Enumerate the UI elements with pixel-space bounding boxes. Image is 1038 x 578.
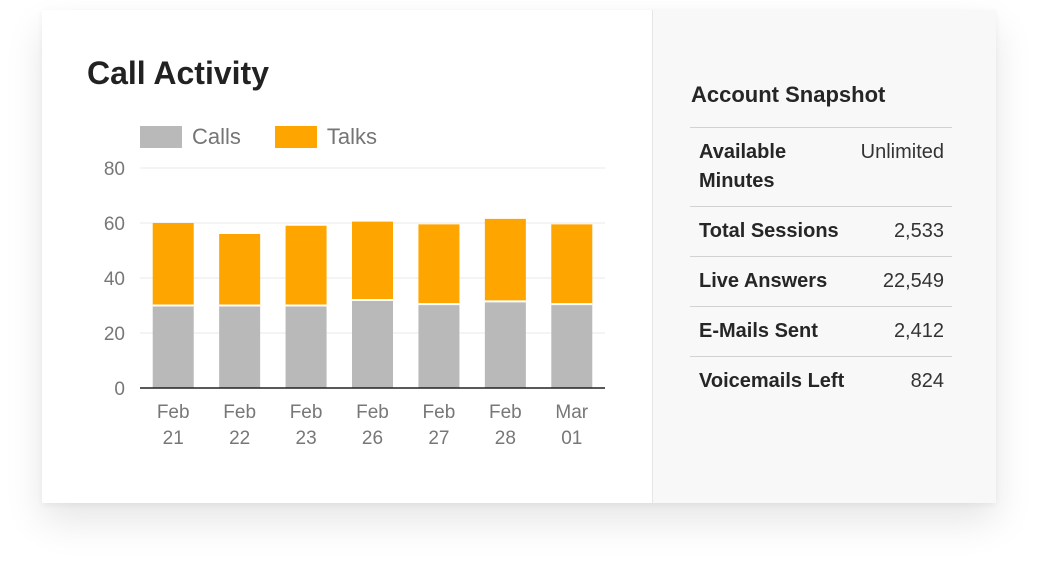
dashboard-card: Call Activity Calls Talks 0 20 40 60 80 Feb 21…	[42, 10, 996, 503]
snapshot-value: 2,533	[893, 220, 944, 242]
snapshot-label: E-Mails Sent	[699, 320, 818, 342]
bar-talks	[219, 234, 261, 306]
snapshot-row: Total Sessions 2,533	[690, 207, 952, 257]
account-snapshot-panel: Account Snapshot Available Minutes Unlimi…	[652, 10, 996, 503]
snapshot-label: Total Sessions	[699, 220, 839, 242]
legend-label-calls: Calls	[192, 124, 241, 149]
snapshot-label: Voicemails Left	[699, 370, 845, 392]
chart-legend: Calls Talks	[140, 124, 411, 150]
snapshot-value: 2,412	[893, 320, 944, 342]
bar-talks	[352, 221, 393, 300]
legend-item-calls[interactable]: Calls	[140, 124, 241, 150]
snapshot-table: Available Minutes Unlimited Total Sessions…	[690, 127, 952, 406]
x-tick-label: Feb 26	[356, 402, 389, 449]
bar-talks	[418, 224, 460, 305]
x-tick-label: Feb 23	[290, 402, 323, 449]
x-tick-label: Mar 01	[555, 402, 588, 449]
y-tick-label: 0	[114, 379, 125, 400]
legend-label-talks: Talks	[326, 124, 378, 149]
x-tick-label: Feb 21	[157, 402, 190, 449]
bar-talks	[285, 225, 327, 306]
legend-item-talks[interactable]: Talks	[274, 124, 378, 150]
bar-calls	[152, 305, 194, 388]
snapshot-value: 824	[910, 370, 944, 392]
snapshot-label: Available Minutes	[699, 141, 787, 192]
bar-calls	[219, 305, 261, 388]
snapshot-row: Live Answers 22,549	[690, 257, 952, 307]
chart-title: Call Activity	[87, 55, 269, 91]
snapshot-title: Account Snapshot	[691, 82, 886, 107]
snapshot-value: Unlimited	[860, 141, 944, 163]
y-tick-label: 40	[104, 269, 125, 290]
bar-talks	[152, 223, 194, 306]
stacked-bar-chart: 0 20 40 60 80 Feb 21 Feb 22 Feb 23 Feb 26 Feb 27 Feb 28 M…	[104, 159, 605, 449]
snapshot-value: 22,549	[882, 270, 944, 292]
x-tick-label: Feb 28	[489, 402, 522, 449]
y-tick-label: 80	[104, 159, 125, 180]
bar-calls	[551, 304, 593, 388]
snapshot-row: E-Mails Sent 2,412	[690, 307, 952, 357]
snapshot-row: Available Minutes Unlimited	[690, 128, 952, 207]
legend-swatch-calls	[140, 126, 182, 148]
snapshot-label: Live Answers	[699, 270, 828, 292]
snapshot-row: Voicemails Left 824	[690, 357, 952, 406]
bar-calls	[352, 300, 393, 388]
bar-calls	[484, 301, 526, 388]
y-tick-label: 60	[104, 214, 125, 235]
x-tick-label: Feb 22	[223, 402, 256, 449]
x-tick-label: Feb 27	[423, 402, 456, 449]
legend-swatch-talks	[274, 126, 317, 148]
bar-calls	[418, 304, 460, 388]
call-activity-panel: Call Activity Calls Talks 0 20 40 60 80 Feb 21…	[42, 10, 652, 503]
bar-talks	[484, 218, 526, 302]
y-tick-label: 20	[104, 324, 125, 345]
bar-calls	[285, 305, 327, 388]
bar-talks	[551, 224, 593, 305]
